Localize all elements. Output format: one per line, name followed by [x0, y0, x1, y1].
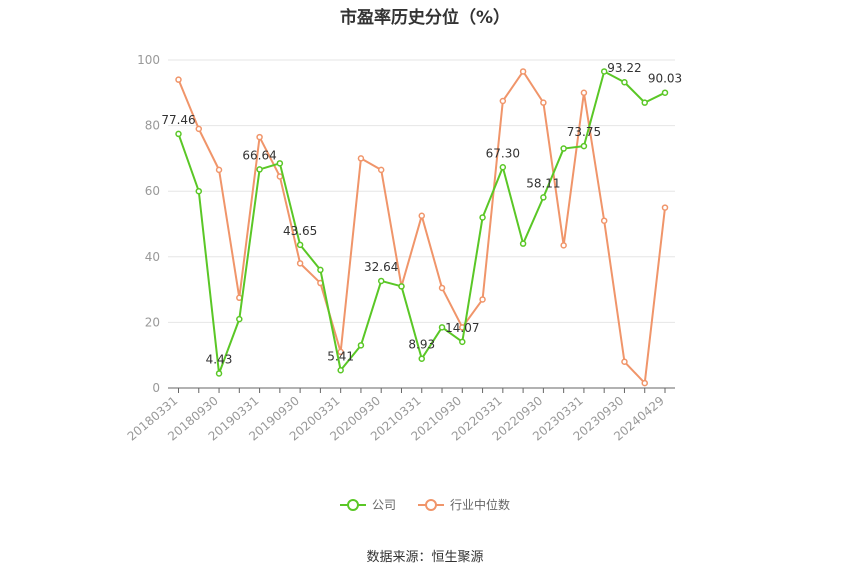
data-point: [580, 142, 588, 150]
data-point: [519, 240, 527, 247]
data-label: 58.11: [526, 176, 560, 190]
y-tick-label: 40: [145, 250, 160, 264]
data-point: [479, 214, 486, 221]
y-tick-label: 0: [152, 381, 160, 395]
series-layer: [175, 68, 669, 387]
legend-item-industry[interactable]: 行业中位数: [418, 496, 510, 513]
data-point: [195, 187, 203, 195]
data-label: 5.41: [327, 349, 354, 363]
data-point: [438, 324, 446, 331]
data-label: 8.93: [408, 338, 435, 352]
y-tick-label: 100: [137, 53, 160, 67]
data-point: [580, 89, 588, 97]
data-point: [236, 315, 243, 323]
data-point: [276, 173, 284, 180]
data-label: 73.75: [567, 125, 601, 139]
data-point: [540, 99, 547, 106]
data-point: [621, 78, 628, 86]
data-label: 77.46: [161, 113, 195, 127]
data-point: [479, 296, 486, 303]
data-point: [337, 367, 344, 374]
data-label: 32.64: [364, 260, 398, 274]
data-point: [418, 355, 425, 362]
data-point: [175, 130, 182, 138]
chart-title: 市盈率历史分位（%）: [339, 8, 511, 28]
y-tick-label: 60: [145, 184, 160, 198]
data-point: [175, 76, 182, 83]
label-layer: 77.46 4.43 66.64 43.65 5.41 32.64 8.93 14.07 67.…: [161, 61, 682, 366]
legend-swatch-company: [339, 498, 366, 512]
data-point: [641, 379, 648, 387]
legend: 公司 行业中位数: [0, 496, 850, 513]
data-point: [519, 68, 527, 75]
data-point: [377, 166, 385, 174]
data-point: [560, 145, 567, 152]
data-point: [499, 164, 507, 171]
data-point: [661, 204, 669, 211]
legend-label-industry: 行业中位数: [450, 498, 511, 512]
data-point: [357, 342, 365, 349]
data-label: 90.03: [648, 72, 682, 86]
data-point: [357, 155, 365, 162]
data-point: [377, 277, 385, 285]
data-point: [641, 99, 648, 106]
data-point: [499, 97, 507, 105]
data-point: [398, 283, 405, 290]
data-point: [540, 194, 547, 201]
y-tick-label: 20: [145, 315, 160, 329]
data-point: [621, 358, 628, 366]
data-point: [661, 89, 669, 96]
data-point: [215, 370, 223, 377]
data-point: [256, 133, 263, 141]
data-point: [600, 68, 608, 75]
data-point: [215, 166, 223, 174]
legend-label-company: 公司: [371, 498, 396, 512]
legend-swatch-industry: [418, 498, 444, 512]
data-point: [296, 241, 304, 249]
data-label: 43.65: [283, 224, 317, 238]
data-point: [560, 242, 567, 249]
data-point: [337, 348, 344, 356]
data-point: [195, 125, 203, 133]
y-tick-label: 80: [145, 119, 160, 133]
data-point: [296, 260, 304, 267]
chart-plot: 0204060801002018033120180930201903312019…: [125, 53, 683, 444]
data-label: 93.22: [607, 61, 641, 75]
data-point: [276, 160, 284, 167]
data-point: [317, 266, 324, 274]
legend-item-company[interactable]: 公司: [339, 496, 396, 513]
data-point: [459, 338, 466, 346]
data-label: 67.30: [486, 146, 520, 160]
data-point: [600, 217, 608, 224]
data-label: 66.64: [242, 148, 276, 162]
data-point: [256, 166, 263, 173]
data-label: 14.07: [445, 321, 479, 335]
data-label: 4.43: [206, 352, 233, 366]
data-point: [438, 284, 446, 292]
data-point: [418, 212, 425, 220]
series-line-0: [177, 70, 666, 375]
data-source: 数据来源：恒生聚源: [366, 550, 484, 565]
